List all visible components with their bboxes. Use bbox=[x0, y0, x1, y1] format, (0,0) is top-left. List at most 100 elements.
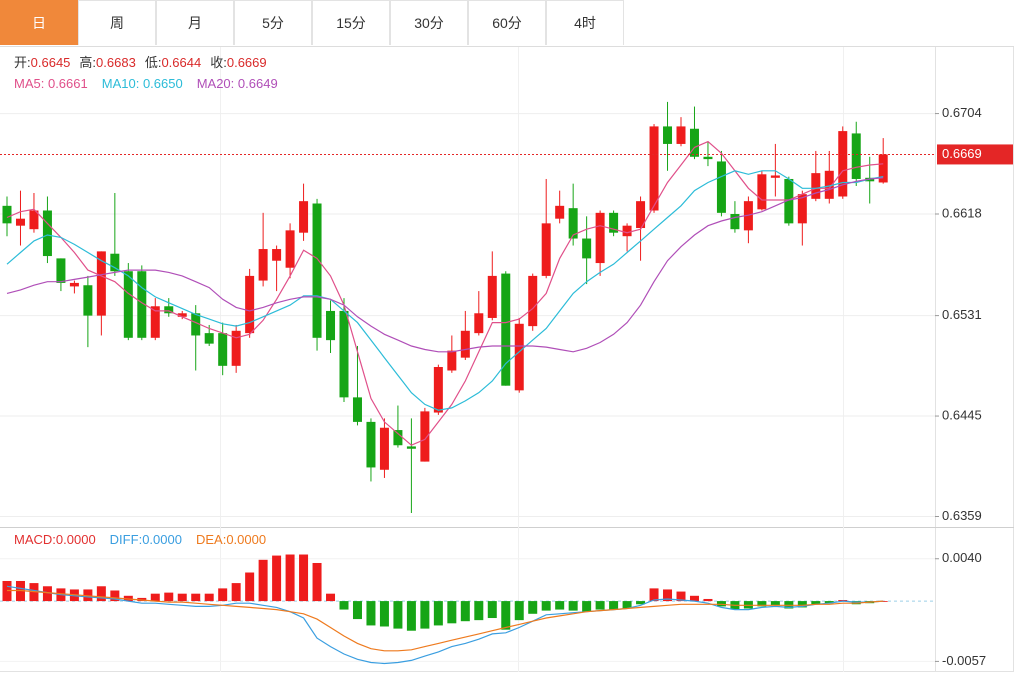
macd-line bbox=[6, 585, 884, 665]
macd-bar bbox=[326, 593, 336, 602]
macd-bar bbox=[501, 601, 511, 630]
last-price-box bbox=[937, 144, 1013, 165]
candle-body bbox=[299, 201, 309, 233]
ma-line bbox=[6, 177, 884, 353]
macd-bar bbox=[528, 601, 538, 614]
macd-bar bbox=[757, 601, 767, 607]
candle-body bbox=[447, 350, 457, 371]
candle-body bbox=[541, 223, 551, 276]
candle-body bbox=[352, 397, 362, 422]
macd-bar bbox=[663, 589, 673, 602]
macd-bar bbox=[824, 601, 834, 604]
ohlc-sep: : bbox=[158, 55, 162, 70]
legend: MA5: 0.6661 MA10: 0.6650 MA20: 0.6649 bbox=[14, 76, 278, 91]
candle-body bbox=[326, 310, 336, 341]
candle-body bbox=[582, 238, 592, 259]
candle-body bbox=[474, 313, 484, 334]
candle-body bbox=[797, 194, 807, 224]
candle-body bbox=[689, 128, 699, 157]
macd-bar bbox=[770, 601, 780, 606]
candle-body bbox=[568, 208, 578, 239]
candle-body bbox=[420, 411, 430, 462]
ohlc-name: 高 bbox=[79, 55, 92, 70]
macd-bar bbox=[676, 591, 686, 602]
candle-body bbox=[191, 313, 201, 336]
candle-body bbox=[433, 367, 443, 413]
legend: 开:0.6645 高:0.6683 低:0.6644 收:0.6669 bbox=[14, 55, 267, 70]
candle-body bbox=[487, 275, 497, 318]
macd-bar bbox=[689, 595, 699, 602]
candle-body bbox=[83, 285, 93, 316]
candle-body bbox=[555, 205, 565, 219]
macd-bar bbox=[204, 593, 214, 602]
macd-bar bbox=[366, 601, 376, 626]
macd-bar bbox=[703, 598, 713, 602]
candle-body bbox=[204, 333, 214, 344]
macd-bar bbox=[164, 592, 174, 602]
legend-value: 0.6661 bbox=[48, 76, 88, 91]
macd-bar bbox=[447, 601, 457, 624]
period-tabs: 日周月 5分 15分 30分 60分 4时 bbox=[0, 0, 1014, 47]
candle-body bbox=[770, 175, 780, 178]
macd-line bbox=[7, 589, 884, 652]
candle-body bbox=[514, 323, 524, 391]
legend-name: DIFF bbox=[110, 532, 139, 547]
macd-bar bbox=[636, 601, 646, 605]
candle-body bbox=[366, 421, 376, 468]
candle-body bbox=[757, 174, 767, 210]
period-tab[interactable]: 4时 bbox=[546, 0, 624, 45]
macd-bar bbox=[649, 588, 659, 602]
candle-body bbox=[110, 253, 120, 272]
period-tab[interactable]: 30分 bbox=[390, 0, 468, 45]
legend-name: MA20 bbox=[197, 76, 231, 91]
candle-body bbox=[676, 126, 686, 144]
macd-bar bbox=[555, 601, 565, 610]
candle-body bbox=[528, 275, 538, 327]
candle-body bbox=[177, 313, 187, 317]
ma-line bbox=[6, 170, 884, 411]
macd-bar bbox=[285, 554, 295, 602]
candle-body bbox=[716, 161, 726, 213]
legend-sep: : bbox=[136, 76, 143, 91]
legend-name: DEA bbox=[196, 532, 223, 547]
candle-body bbox=[137, 271, 147, 338]
candle-body bbox=[272, 249, 282, 261]
ohlc-sep: : bbox=[223, 55, 227, 70]
macd-bar bbox=[191, 593, 201, 602]
ohlc-value: 0.6683 bbox=[96, 55, 136, 70]
macd-bar bbox=[622, 601, 632, 609]
macd-bar bbox=[433, 601, 443, 626]
ohlc-value: 0.6645 bbox=[31, 55, 71, 70]
candle-body bbox=[339, 310, 349, 398]
candle-body bbox=[29, 210, 39, 230]
period-tab[interactable]: 月 bbox=[156, 0, 234, 45]
candle-body bbox=[811, 173, 821, 199]
macd-bar bbox=[474, 601, 484, 621]
y-tick-label: 0.6531 bbox=[942, 307, 982, 322]
period-tab[interactable]: 15分 bbox=[312, 0, 390, 45]
candle-body bbox=[231, 330, 241, 366]
period-tab[interactable]: 日 bbox=[0, 0, 78, 45]
macd-bar bbox=[258, 559, 268, 602]
macd-bar bbox=[177, 593, 187, 602]
period-tab[interactable]: 60分 bbox=[468, 0, 546, 45]
candle-body bbox=[379, 427, 389, 470]
ohlc-sep: : bbox=[27, 55, 31, 70]
candle-body bbox=[460, 330, 470, 358]
legend-value: 0.6650 bbox=[143, 76, 183, 91]
period-tab[interactable]: 周 bbox=[78, 0, 156, 45]
macd-bar bbox=[797, 601, 807, 608]
macd-bar bbox=[339, 601, 349, 610]
period-tab[interactable]: 5分 bbox=[234, 0, 312, 45]
candle-body bbox=[784, 178, 794, 224]
candle-body bbox=[851, 133, 861, 179]
y-tick-label: 0.6445 bbox=[942, 407, 982, 422]
macd-bar bbox=[568, 601, 578, 611]
legend-sep: : bbox=[41, 76, 48, 91]
legend: MACD:0.0000 DIFF:0.0000 DEA:0.0000 bbox=[14, 532, 266, 547]
macd-bar bbox=[811, 601, 821, 605]
macd-bar bbox=[379, 601, 389, 627]
candle-body bbox=[501, 273, 511, 386]
candle-body bbox=[609, 212, 619, 233]
candle-body bbox=[393, 430, 403, 446]
